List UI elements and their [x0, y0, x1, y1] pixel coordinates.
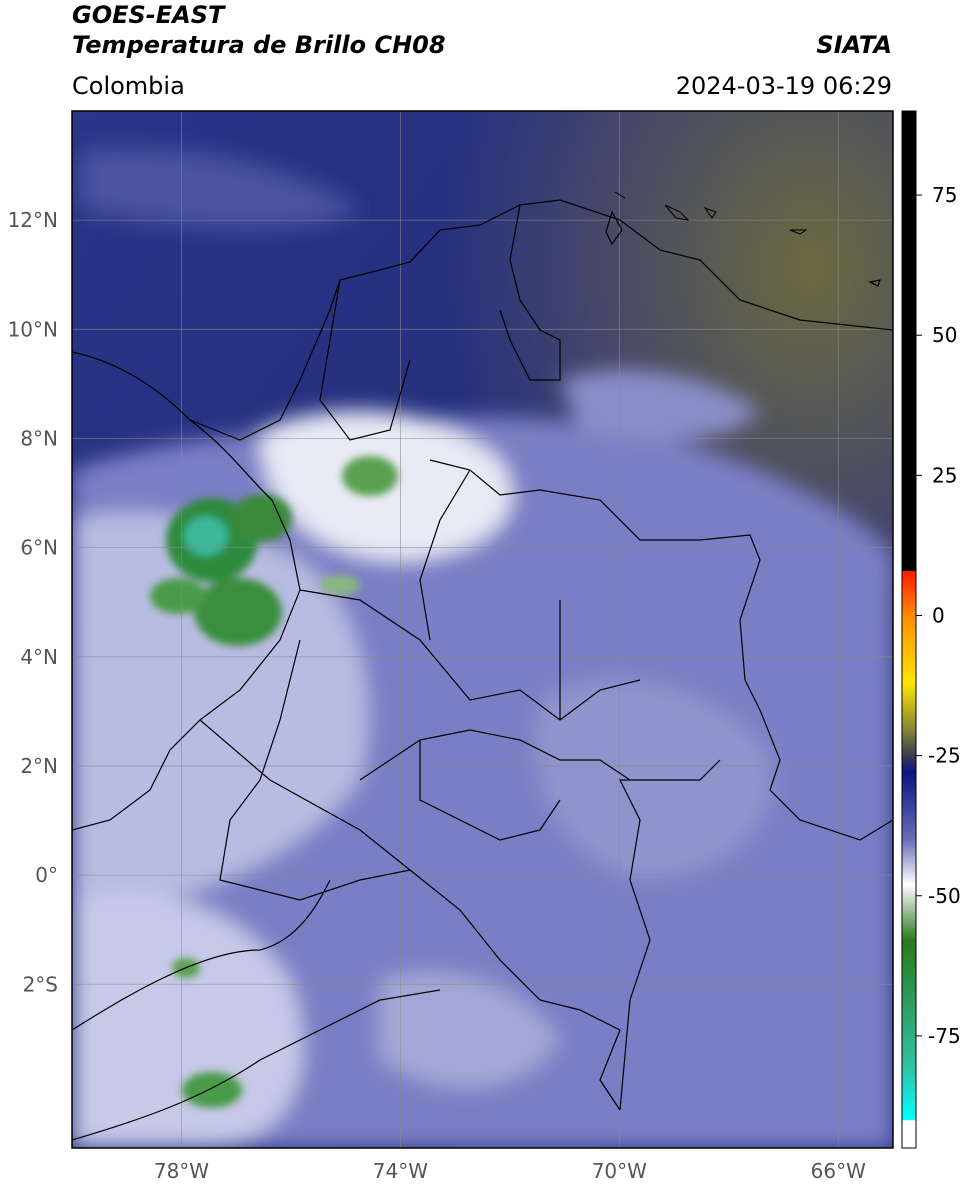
y-tick-label: 10°N: [8, 317, 58, 341]
x-axis-labels: 78°W 74°W 70°W 66°W: [154, 1159, 866, 1183]
x-tick-label: 66°W: [811, 1159, 866, 1183]
y-tick-label: 2°S: [23, 972, 58, 996]
y-tick-label: 0°: [35, 863, 58, 887]
colorbar-tick-label: 25: [932, 463, 957, 487]
x-tick-label: 78°W: [154, 1159, 209, 1183]
map-frame: [71, 110, 894, 1149]
y-tick-label: 4°N: [20, 645, 58, 669]
convective-clouds: [150, 456, 398, 1108]
y-axis-labels: 12°N 10°N 8°N 6°N 4°N 2°N 0° 2°S: [8, 208, 58, 996]
colorbar-tick-label: 50: [932, 323, 957, 347]
grid-lines: [72, 111, 893, 1148]
y-tick-label: 2°N: [20, 754, 58, 778]
map-panel: [72, 111, 893, 1148]
y-tick-label: 12°N: [8, 208, 58, 232]
colorbar-tick-label: 75: [932, 183, 957, 207]
x-tick-label: 74°W: [373, 1159, 428, 1183]
colorbar-tick-label: -50: [928, 884, 961, 908]
political-borders: [72, 199, 893, 1141]
colorbar-tick-label: 0: [932, 603, 945, 627]
region-label: Colombia: [72, 72, 185, 100]
y-tick-label: 6°N: [20, 536, 58, 560]
colorbar-tick-label: -75: [928, 1024, 961, 1048]
colorbar-scale: [902, 111, 916, 1148]
x-tick-label: 70°W: [592, 1159, 647, 1183]
datetime-label: 2024-03-19 06:29: [675, 72, 892, 100]
agency-label: SIATA: [816, 31, 892, 59]
colorbar-ticks: 75 50 25 0 -25 -50 -75: [916, 183, 961, 1048]
colorbar-frame: [901, 110, 917, 1149]
product-title: Temperatura de Brillo CH08: [72, 31, 446, 59]
islands: [614, 191, 808, 235]
y-tick-label: 8°N: [20, 426, 58, 450]
satellite-title: GOES-EAST: [72, 1, 225, 29]
colorbar: 75 50 25 0 -25 -50 -75: [901, 110, 961, 1149]
colorbar-tick-label: -25: [928, 744, 961, 768]
